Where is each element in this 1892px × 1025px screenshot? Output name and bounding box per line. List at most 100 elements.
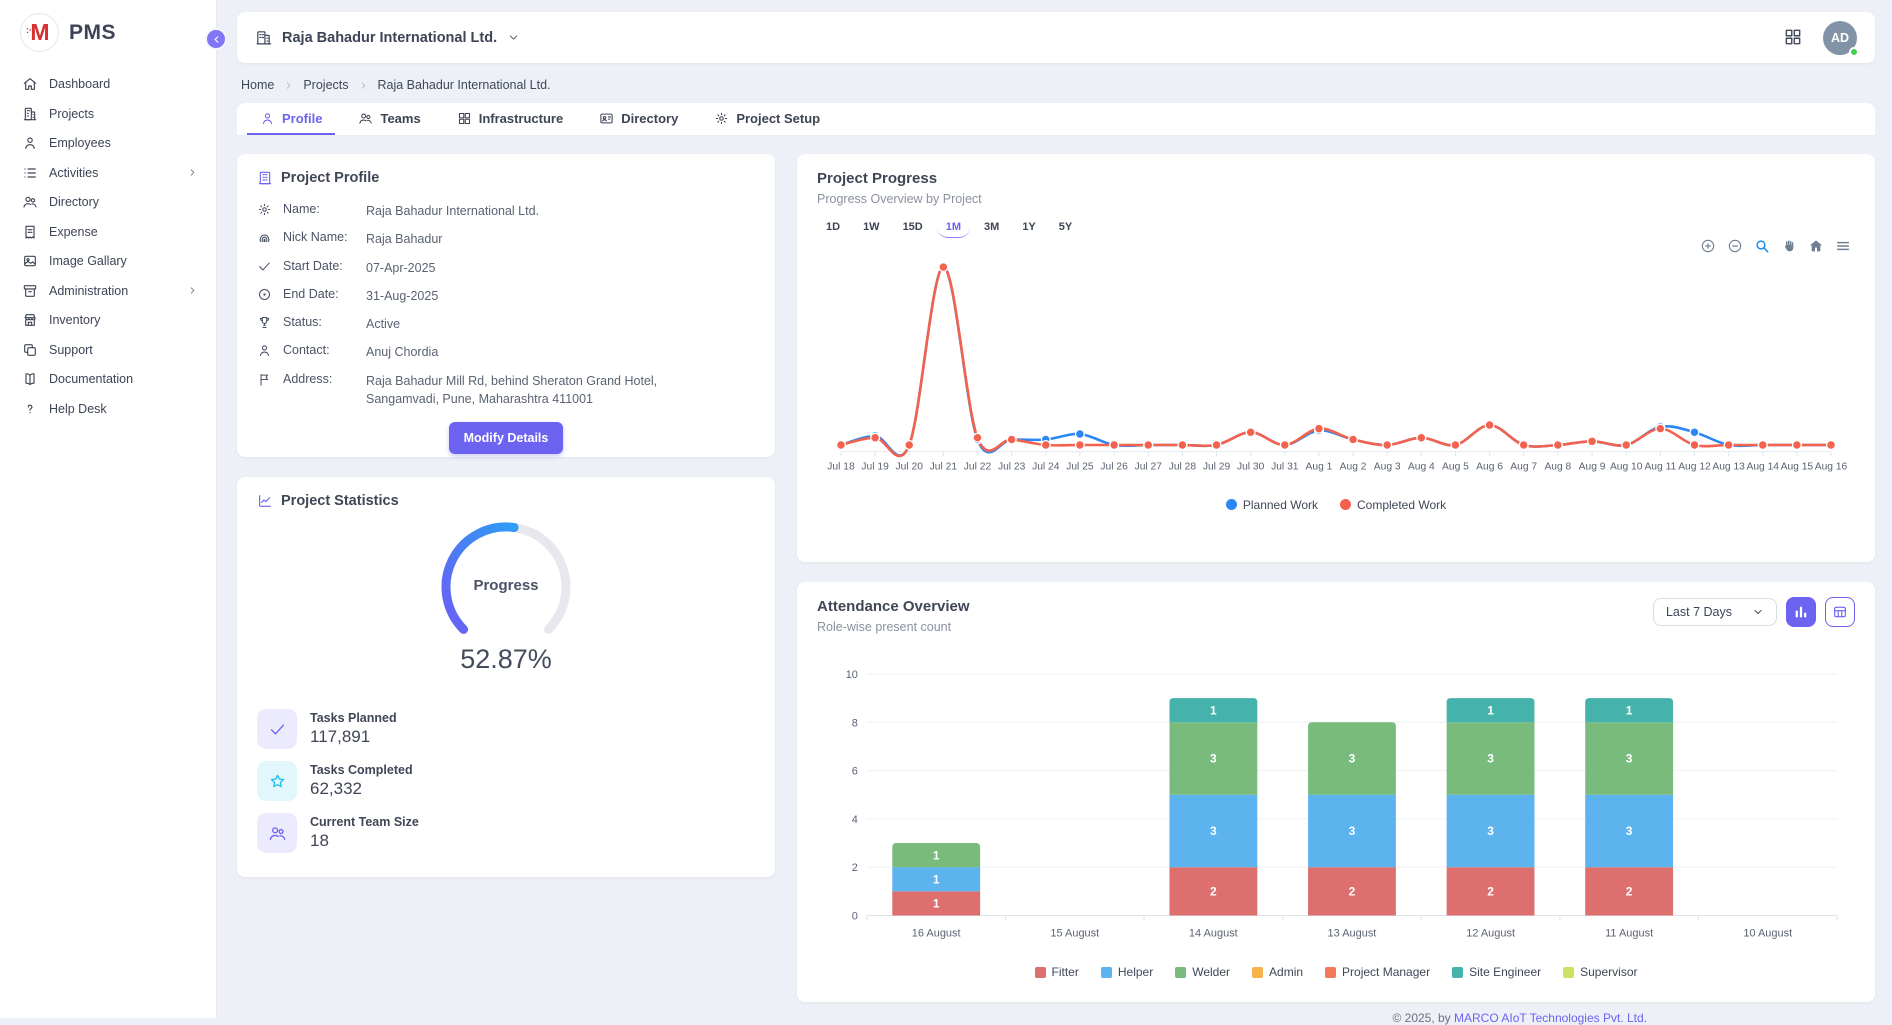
tab-directory[interactable]: Directory: [586, 103, 691, 135]
zoom-out-icon: [1728, 239, 1742, 253]
sidebar-item-directory[interactable]: Directory: [10, 188, 206, 216]
sidebar-item-administration[interactable]: Administration: [10, 277, 206, 305]
online-status-dot: [1849, 46, 1859, 57]
logo-circuit-dots: :·: [26, 25, 32, 35]
sidebar-item-inventory[interactable]: Inventory: [10, 306, 206, 334]
field-value: Raja Bahadur: [366, 232, 443, 247]
legend-marker: [1452, 966, 1464, 978]
svg-text:Aug 3: Aug 3: [1374, 462, 1401, 473]
date-range-select[interactable]: Last 7 Days: [1652, 598, 1777, 626]
svg-text:Jul 18: Jul 18: [827, 462, 855, 473]
card-title: Attendance Overview: [817, 598, 970, 615]
grid-icon: [1785, 29, 1801, 44]
svg-text:Aug 15: Aug 15: [1781, 462, 1814, 473]
field-label: Start Date:: [283, 258, 343, 273]
legend-item-project-manager[interactable]: Project Manager: [1325, 965, 1430, 979]
topbar-right: AD: [1783, 20, 1859, 57]
svg-text:2: 2: [852, 862, 858, 874]
legend-item-admin[interactable]: Admin: [1252, 965, 1303, 979]
legend-item-fitter[interactable]: Fitter: [1034, 965, 1079, 979]
range-button-1m[interactable]: 1M: [936, 218, 971, 238]
legend-item-supervisor[interactable]: Supervisor: [1563, 965, 1637, 979]
svg-text:Jul 26: Jul 26: [1100, 462, 1128, 473]
chart-selection-zoom-button[interactable]: [1754, 238, 1770, 254]
app-logo[interactable]: :· M PMS: [0, 0, 216, 68]
sidebar-item-label: Inventory: [49, 313, 101, 327]
stat-value: 117,891: [310, 727, 371, 746]
sidebar-item-support[interactable]: Support: [10, 336, 206, 364]
apps-grid-button[interactable]: [1783, 27, 1805, 49]
breadcrumb-item-projects[interactable]: Projects: [303, 78, 349, 92]
chevron-down-icon: [509, 35, 518, 40]
collapse-sidebar-button[interactable]: [205, 28, 227, 50]
profile-field-name: Name: Raja Bahadur International Ltd.: [257, 201, 755, 221]
zoom-in-icon: [1701, 239, 1715, 253]
tab-teams[interactable]: Teams: [345, 103, 433, 135]
svg-text:3: 3: [1487, 824, 1494, 838]
footer-text: © 2025, by: [1392, 1011, 1455, 1025]
sidebar-item-dashboard[interactable]: Dashboard: [10, 70, 206, 98]
chart-pan-button[interactable]: [1781, 238, 1797, 254]
tab-project-setup[interactable]: Project Setup: [701, 103, 833, 135]
table-icon: [1834, 606, 1846, 618]
range-button-1y[interactable]: 1Y: [1022, 221, 1036, 233]
attendance-chart[interactable]: 0 2 4 6 8 10 1 1 1 16 August 15 August 2 3 3 1 14 Augus…: [817, 660, 1855, 965]
home-reset-icon: [1810, 240, 1822, 252]
chart-menu-button[interactable]: [1835, 238, 1851, 254]
user-avatar[interactable]: AD: [1823, 20, 1859, 57]
range-button-1w[interactable]: 1W: [863, 221, 880, 233]
chart-view-toggle[interactable]: [1786, 597, 1816, 627]
stat-label: Tasks Planned: [310, 711, 397, 725]
svg-text:6: 6: [852, 766, 858, 778]
field-label: End Date:: [283, 286, 339, 301]
chart-zoom-in-button[interactable]: [1700, 238, 1716, 254]
sidebar-item-employees[interactable]: Employees: [10, 129, 206, 157]
legend-item-completed-work[interactable]: Completed Work: [1340, 498, 1446, 512]
range-button-5y[interactable]: 5Y: [1058, 221, 1073, 233]
profile-field-start-date: Start Date: 07-Apr-2025: [257, 258, 755, 278]
project-progress-chart[interactable]: Jul 18 Jul 19 Jul 20 Jul 21 Jul 22 Jul 23 Jul …: [817, 246, 1855, 498]
svg-text:2: 2: [1349, 885, 1356, 899]
sidebar-item-help-desk[interactable]: Help Desk: [10, 395, 206, 423]
sidebar-item-image-gallary[interactable]: Image Gallary: [10, 247, 206, 275]
chart-zoom-out-button[interactable]: [1727, 238, 1743, 254]
content: Project Profile Name: Raja Bahadur Intern…: [237, 154, 1875, 1002]
svg-text:10 August: 10 August: [1743, 927, 1792, 939]
legend-label: Site Engineer: [1469, 965, 1542, 980]
legend-item-planned-work[interactable]: Planned Work: [1225, 498, 1318, 512]
check-icon: [259, 262, 270, 270]
svg-text:Aug 1: Aug 1: [1306, 462, 1333, 473]
sidebar-item-projects[interactable]: Projects: [10, 100, 206, 128]
modify-details-button[interactable]: Modify Details: [448, 422, 564, 454]
stat-tasks-planned: Tasks Planned 117,891: [257, 709, 755, 749]
svg-text:Jul 22: Jul 22: [964, 462, 992, 473]
card-subtitle: Progress Overview by Project: [817, 192, 982, 206]
stat-icon-tile: [257, 761, 297, 801]
tab-infrastructure[interactable]: Infrastructure: [444, 103, 577, 135]
table-view-toggle[interactable]: [1825, 597, 1855, 627]
project-selector[interactable]: Raja Bahadur International Ltd.: [255, 29, 520, 46]
range-button-3m[interactable]: 3M: [984, 221, 1000, 233]
field-value: Raja Bahadur Mill Rd, behind Sheraton Gr…: [366, 373, 658, 407]
legend-item-welder[interactable]: Welder: [1175, 965, 1230, 979]
sidebar-item-documentation[interactable]: Documentation: [10, 365, 206, 393]
range-button-15d[interactable]: 15D: [902, 221, 923, 233]
footer-company-link[interactable]: MARCO AIoT Technologies Pvt. Ltd.: [1454, 1011, 1647, 1025]
svg-text:Aug 13: Aug 13: [1712, 462, 1745, 473]
tab-label: Project Setup: [736, 110, 821, 126]
legend-item-site-engineer[interactable]: Site Engineer: [1452, 965, 1541, 979]
svg-text:1: 1: [933, 848, 940, 862]
legend-marker: [1175, 966, 1187, 978]
topbar: Raja Bahadur International Ltd. AD: [237, 12, 1875, 63]
chart-home-button[interactable]: [1808, 238, 1824, 254]
sidebar-item-activities[interactable]: Activities: [10, 159, 206, 187]
range-button-1d[interactable]: 1D: [826, 221, 841, 233]
breadcrumb-item-home[interactable]: Home: [241, 78, 275, 92]
legend-item-helper[interactable]: Helper: [1100, 965, 1153, 979]
legend-marker: [1225, 499, 1237, 510]
svg-text:3: 3: [1349, 824, 1356, 838]
svg-text:3: 3: [1349, 752, 1356, 766]
tab-profile[interactable]: Profile: [247, 103, 336, 135]
svg-text:Aug 6: Aug 6: [1476, 462, 1503, 473]
sidebar-item-expense[interactable]: Expense: [10, 218, 206, 246]
